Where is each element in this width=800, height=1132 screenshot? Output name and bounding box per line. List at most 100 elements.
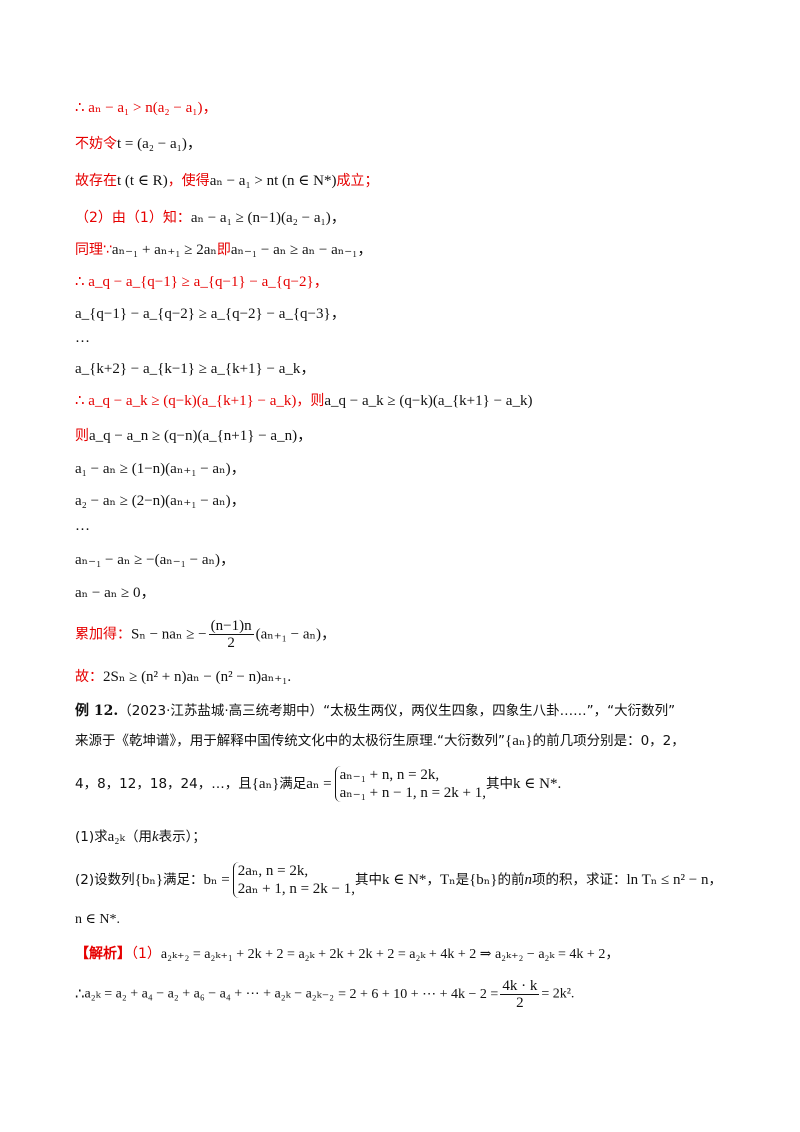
denominator: 2 — [516, 995, 524, 1011]
piecewise-brace: 2aₙ, n = 2k, 2aₙ + 1, n = 2k − 1, — [232, 862, 355, 898]
text: 故： — [75, 669, 103, 685]
text: 的前几项分别是：0，2， — [532, 733, 685, 749]
formula: {bₙ} — [134, 872, 164, 888]
text: 的前 — [497, 872, 525, 888]
text: 成立； — [336, 173, 379, 189]
formula: = 2k². — [541, 986, 575, 1002]
solution-line-9: a_{k+2} − a_{k−1} ≥ a_{k+1} − a_k， — [75, 361, 316, 377]
example-line-1: 例 12.（2023·江苏盐城·高三统考期中）“太极生两仪，两仪生四象，四象生八… — [75, 700, 675, 722]
solution-line-10: ∴ a_q − a_k ≥ (q−k)(a_{k+1} − a_k)，则a_q … — [75, 391, 532, 411]
solution-line-1: ∴ aₙ − a₁ > n(a₂ − a₁)， — [75, 100, 218, 116]
formula: {aₙ} — [251, 776, 280, 792]
text: 满足： — [163, 872, 204, 888]
text: 即 — [216, 242, 231, 258]
formula: t (t ∈ R) — [117, 173, 168, 189]
text: （用 — [124, 829, 152, 845]
solution-line-15: aₙ₋₁ − aₙ ≥ −(aₙ₋₁ − aₙ)， — [75, 552, 235, 568]
formula: aₙ = — [306, 776, 332, 792]
formula: (aₙ₊₁ − aₙ)， — [255, 626, 336, 643]
formula: ∴ a_q − a_k ≥ (q−k)(a_{k+1} − a_k) — [75, 393, 297, 409]
text: （2）由（1）知： — [75, 210, 191, 226]
text: 来源于《乾坤谱》，用于解释中国传统文化中的太极衍生原理.“大衍数列” — [75, 733, 506, 749]
formula: {bₙ} — [469, 872, 498, 888]
analysis-label: 【解析】 — [75, 946, 131, 962]
question-2-tail: n ∈ N*. — [75, 912, 120, 927]
solution-line-6: ∴ a_q − a_{q−1} ≥ a_{q−1} − a_{q−2}， — [75, 274, 329, 290]
case-1: aₙ₋₁ + n, n = 2k, — [339, 767, 440, 783]
formula: a_q − a_n ≥ (q−n)(a_{n+1} − a_n)， — [89, 428, 313, 444]
question-2: (2)设数列{bₙ}满足：bₙ = 2aₙ, n = 2k, 2aₙ + 1, n … — [75, 862, 722, 898]
solution-part-1: 【解析】（1）a₂ₖ₊₂ = a₂ₖ₊₁ + 2k + 2 = a₂ₖ + 2k… — [75, 943, 619, 966]
solution-part-2: ∴a₂ₖ = a₂ + a₄ − a₂ + a₆ − a₄ + ⋯ + a₂ₖ … — [75, 978, 574, 1011]
solution-line-12: a₁ − aₙ ≥ (1−n)(aₙ₊₁ − aₙ)， — [75, 461, 246, 477]
therefore: ∴ — [75, 986, 85, 1003]
text: 不妨令 — [75, 136, 117, 152]
question-1: (1)求a₂ₖ（用k表示）； — [75, 826, 206, 848]
denominator: 2 — [227, 635, 235, 651]
ellipsis: … — [75, 330, 90, 346]
formula: aₙ₋₁ − aₙ ≥ aₙ − aₙ₋₁， — [230, 242, 373, 258]
formula: = 2 + 6 + 10 + ⋯ + 4k − 2 = — [338, 986, 499, 1002]
formula: aₙ₋₁ + aₙ₊₁ ≥ 2aₙ — [111, 242, 217, 258]
formula: k ∈ N* — [382, 872, 427, 888]
text: 其中 — [355, 872, 382, 888]
solution-line-16: aₙ − aₙ ≥ 0， — [75, 585, 156, 601]
case-2: aₙ₋₁ + n − 1, n = 2k + 1, — [339, 785, 487, 801]
solution-line-11: 则a_q − a_n ≥ (q−n)(a_{n+1} − a_n)， — [75, 426, 312, 446]
formula: 2Sₙ ≥ (n² + n)aₙ − (n² − n)aₙ₊₁. — [103, 669, 292, 685]
example-label: 例 12. — [75, 703, 119, 719]
formula: {aₙ} — [505, 733, 533, 749]
piecewise-brace: aₙ₋₁ + n, n = 2k, aₙ₋₁ + n − 1, n = 2k + … — [334, 766, 487, 802]
text: 满足 — [279, 776, 307, 792]
text: ，使得 — [167, 173, 210, 189]
text: ， — [426, 872, 440, 888]
text: 故存在 — [75, 173, 117, 189]
text: 是 — [455, 872, 470, 888]
formula: a_q − a_k ≥ (q−k)(a_{k+1} − a_k) — [324, 393, 533, 409]
formula: t = (a₂ − a₁)， — [117, 136, 202, 152]
case-2: 2aₙ + 1, n = 2k − 1, — [237, 881, 355, 897]
text: 同理∵ — [75, 242, 112, 258]
solution-line-4: （2）由（1）知：aₙ − a₁ ≥ (n−1)(a₂ − a₁)， — [75, 208, 346, 228]
formula: a₂ₖ — [107, 829, 125, 845]
text: ， — [708, 872, 722, 888]
formula: bₙ = — [203, 872, 230, 888]
solution-line-17: 累加得：Sₙ − naₙ ≥ − (n−1)n 2 (aₙ₊₁ − aₙ)， — [75, 618, 336, 651]
text: 其中 — [486, 776, 514, 792]
numerator: (n−1)n — [208, 618, 254, 635]
text: 4，8，12，18，24，…，且 — [75, 776, 252, 792]
formula: ln Tₙ ≤ n² − n — [626, 872, 709, 888]
numerator: 4k · k — [500, 978, 540, 995]
text: 项的积，求证： — [531, 872, 627, 888]
formula: a₂ₖ₊₂ = a₂ₖ₊₁ + 2k + 2 = a₂ₖ + 2k + 2k +… — [160, 947, 620, 962]
text: （2023·江苏盐城·高三统考期中）“太极生两仪，两仪生四象，四象生八卦……”，… — [118, 703, 676, 719]
solution-line-5: 同理∵aₙ₋₁ + aₙ₊₁ ≥ 2aₙ即aₙ₋₁ − aₙ ≥ aₙ − aₙ… — [75, 240, 372, 260]
solution-line-13: a₂ − aₙ ≥ (2−n)(aₙ₊₁ − aₙ)， — [75, 493, 246, 509]
fraction: (n−1)n 2 — [208, 618, 254, 651]
solution-line-2: 不妨令t = (a₂ − a₁)， — [75, 134, 202, 154]
text: (2)设数列 — [75, 872, 135, 888]
formula: n — [524, 872, 532, 888]
solution-line-7: a_{q−1} − a_{q−2} ≥ a_{q−2} − a_{q−3}， — [75, 306, 346, 322]
text: 表示）； — [158, 829, 206, 845]
text: ，则 — [296, 393, 325, 409]
example-line-2: 来源于《乾坤谱》，用于解释中国传统文化中的太极衍生原理.“大衍数列”{aₙ}的前… — [75, 730, 685, 752]
formula: k ∈ N*. — [513, 776, 562, 792]
text: (1)求 — [75, 829, 108, 845]
solution-line-18: 故：2Sₙ ≥ (n² + n)aₙ − (n² − n)aₙ₊₁. — [75, 667, 291, 687]
case-1: 2aₙ, n = 2k, — [237, 863, 309, 879]
text: 则 — [75, 428, 89, 444]
ellipsis: … — [75, 518, 90, 534]
formula: Sₙ − naₙ ≥ − — [131, 626, 207, 643]
formula: aₙ − a₁ > nt (n ∈ N*) — [209, 173, 337, 189]
example-line-3: 4，8，12，18，24，…，且{aₙ}满足aₙ = aₙ₋₁ + n, n = … — [75, 766, 561, 802]
formula: Tₙ — [439, 872, 456, 888]
formula: aₙ − a₁ ≥ (n−1)(a₂ − a₁)， — [190, 210, 346, 226]
text: 累加得： — [75, 626, 131, 643]
formula: k — [151, 829, 159, 845]
solution-line-3: 故存在t (t ∈ R)，使得aₙ − a₁ > nt (n ∈ N*)成立； — [75, 171, 378, 191]
formula: a₂ₖ = a₂ + a₄ − a₂ + a₆ − a₄ + ⋯ + a₂ₖ −… — [84, 986, 335, 1002]
text: （1） — [131, 946, 161, 962]
